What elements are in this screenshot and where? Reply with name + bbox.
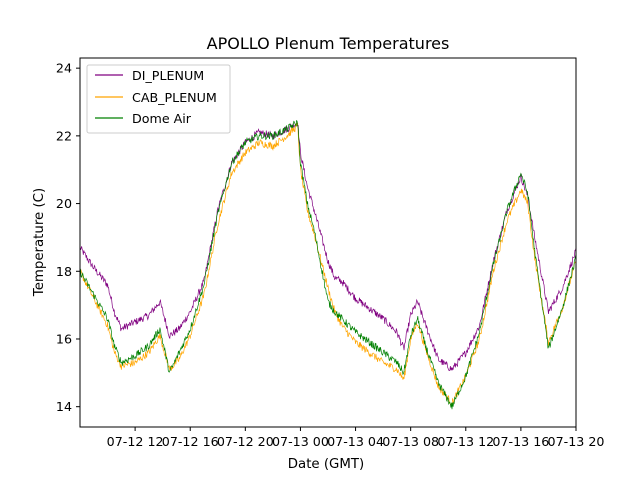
series-line-dome-air — [79, 120, 577, 410]
x-tick-label: 07-13 16 — [492, 434, 549, 449]
x-axis-label: Date (GMT) — [288, 457, 364, 472]
y-tick-label: 24 — [56, 61, 72, 76]
y-axis-ticks: 14 16 18 20 22 24 — [56, 61, 80, 414]
x-tick-label: 07-12 20 — [217, 434, 274, 449]
plot-frame — [79, 57, 577, 428]
legend: DI_PLENUM CAB_PLENUM Dome Air — [86, 64, 231, 134]
y-tick-label: 14 — [56, 399, 72, 414]
legend-label-cab-plenum: CAB_PLENUM — [132, 90, 217, 105]
x-tick-label: 07-13 20 — [548, 434, 605, 449]
y-axis-label: Temperature (C) — [32, 188, 47, 297]
x-tick-label: 07-13 00 — [272, 434, 329, 449]
legend-box — [86, 64, 231, 134]
y-tick-label: 16 — [56, 331, 72, 346]
legend-label-di-plenum: DI_PLENUM — [132, 68, 204, 83]
x-tick-label: 07-12 12 — [107, 434, 164, 449]
x-tick-label: 07-13 04 — [327, 434, 384, 449]
chart-title: APOLLO Plenum Temperatures — [207, 34, 450, 53]
y-tick-label: 18 — [56, 264, 72, 279]
series-lines — [79, 120, 577, 410]
x-tick-label: 07-13 12 — [437, 434, 494, 449]
x-tick-label: 07-12 16 — [162, 434, 219, 449]
legend-label-dome-air: Dome Air — [132, 111, 192, 126]
y-tick-label: 22 — [56, 128, 72, 143]
series-line-cab-plenum — [79, 122, 577, 406]
x-tick-label: 07-13 08 — [382, 434, 439, 449]
y-tick-label: 20 — [56, 196, 72, 211]
